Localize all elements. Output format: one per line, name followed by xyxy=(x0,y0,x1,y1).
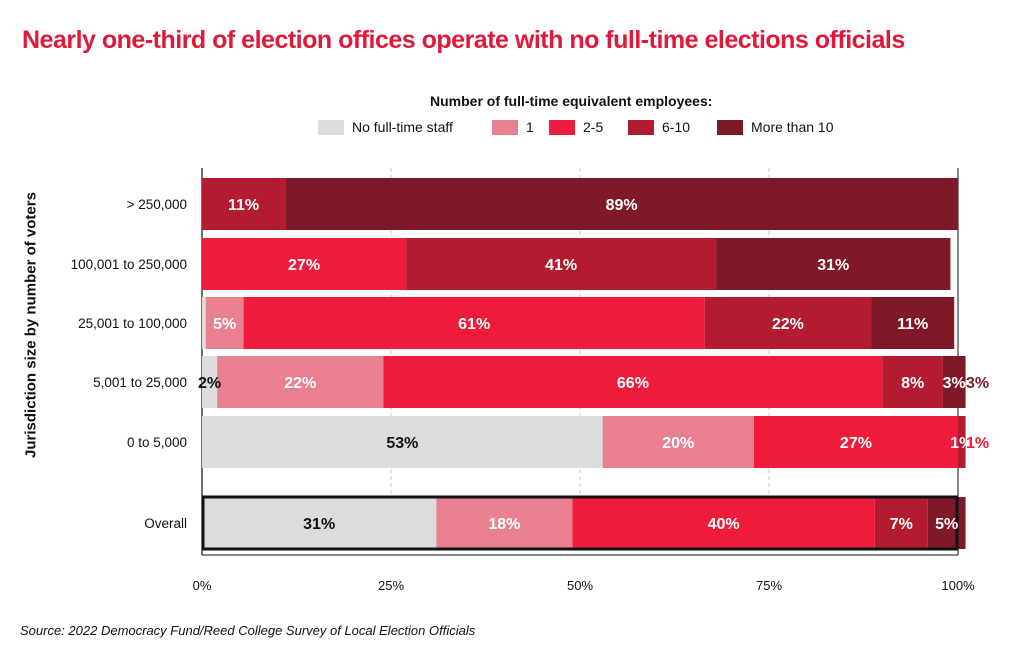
category-label: 25,001 to 100,000 xyxy=(78,316,187,331)
legend-swatch xyxy=(549,119,575,135)
x-tick-label: 75% xyxy=(756,578,782,593)
source-note: Source: 2022 Democracy Fund/Reed College… xyxy=(20,623,476,638)
x-tick-label: 100% xyxy=(941,578,975,593)
bar-segment xyxy=(927,497,966,549)
segment-label: 31% xyxy=(817,257,849,274)
bar-segment xyxy=(243,297,705,349)
segment-label: 40% xyxy=(708,516,740,533)
category-label: > 250,000 xyxy=(127,197,187,212)
x-tick-label: 50% xyxy=(567,578,593,593)
segment-label: 2% xyxy=(198,375,221,392)
segment-label: 20% xyxy=(662,435,694,452)
segment-label: 66% xyxy=(617,375,649,392)
segment-label: 5% xyxy=(213,316,236,333)
bar-segment xyxy=(383,356,883,408)
segment-label: 27% xyxy=(840,435,872,452)
segment-label: 1% xyxy=(950,435,973,452)
bar-segment xyxy=(205,297,244,349)
bar-segment xyxy=(217,356,384,408)
chart-title: Nearly one-third of election offices ope… xyxy=(22,26,905,54)
legend-label: 2-5 xyxy=(583,119,604,135)
bar-segment xyxy=(602,416,754,468)
bar-segment xyxy=(942,356,966,408)
segment-label: 31% xyxy=(303,516,335,533)
labels: 0% 25% 50% 75% 100% 11% 89% > 250,000 27% 41% 31% 1… xyxy=(71,197,989,593)
bar-segment xyxy=(285,178,958,230)
x-tick-label: 25% xyxy=(378,578,404,593)
segment-label: 61% xyxy=(458,316,490,333)
legend-item-2-5: 2-5 xyxy=(549,117,603,137)
bar-segment xyxy=(202,356,218,408)
outside-value-label: 1% xyxy=(966,435,989,452)
legend-item-no-full-time-staff: No full-time staff xyxy=(318,117,453,137)
bar-segment xyxy=(716,238,951,290)
legend-label: 6-10 xyxy=(662,119,691,135)
bar-segment xyxy=(202,416,603,468)
segment-label: 41% xyxy=(545,257,577,274)
bar-segment xyxy=(871,297,955,349)
bar-segment xyxy=(202,497,437,549)
segment-label: 3% xyxy=(943,375,966,392)
category-label: 100,001 to 250,000 xyxy=(71,257,187,272)
category-label: Overall xyxy=(144,516,187,531)
segment-label: 5% xyxy=(935,516,958,533)
legend-title: Number of full-time equivalent employees… xyxy=(430,93,713,109)
category-label: 0 to 5,000 xyxy=(127,435,187,450)
outside-value-label: 3% xyxy=(966,375,989,392)
x-tick-label: 0% xyxy=(193,578,212,593)
legend-swatch xyxy=(628,119,654,135)
legend-item-1: 1 xyxy=(492,117,534,137)
legend-swatch xyxy=(318,119,344,135)
bars xyxy=(201,178,966,551)
bar-segment xyxy=(436,497,573,549)
segment-label: 7% xyxy=(890,516,913,533)
segment-label: 11% xyxy=(228,197,259,214)
bar-segment xyxy=(958,416,966,468)
legend-label: No full-time staff xyxy=(352,119,453,135)
bar-segment xyxy=(202,178,286,230)
segment-label: 27% xyxy=(288,257,320,274)
legend-swatch xyxy=(717,119,743,135)
overall-highlight-border xyxy=(201,495,959,551)
segment-label: 22% xyxy=(772,316,804,333)
bar-segment xyxy=(406,238,717,290)
segment-label: 53% xyxy=(386,435,418,452)
bar-segment xyxy=(704,297,872,349)
bar-segment xyxy=(202,238,407,290)
legend-swatch xyxy=(492,119,518,135)
legend-label: 1 xyxy=(526,119,534,135)
segment-label: 89% xyxy=(606,197,638,214)
segment-label: 22% xyxy=(284,375,316,392)
legend-label: More than 10 xyxy=(751,119,834,135)
segment-label: 8% xyxy=(901,375,924,392)
bar-segment xyxy=(882,356,943,408)
legend-item-more-than-10: More than 10 xyxy=(717,117,834,137)
legend-item-6-10: 6-10 xyxy=(628,117,690,137)
segment-label: 11% xyxy=(897,316,928,333)
segment-label: 18% xyxy=(488,516,520,533)
bar-segment xyxy=(874,497,928,549)
category-label: 5,001 to 25,000 xyxy=(93,375,187,390)
bar-segment xyxy=(753,416,958,468)
bar-segment xyxy=(572,497,875,549)
bar-segment xyxy=(202,297,206,349)
